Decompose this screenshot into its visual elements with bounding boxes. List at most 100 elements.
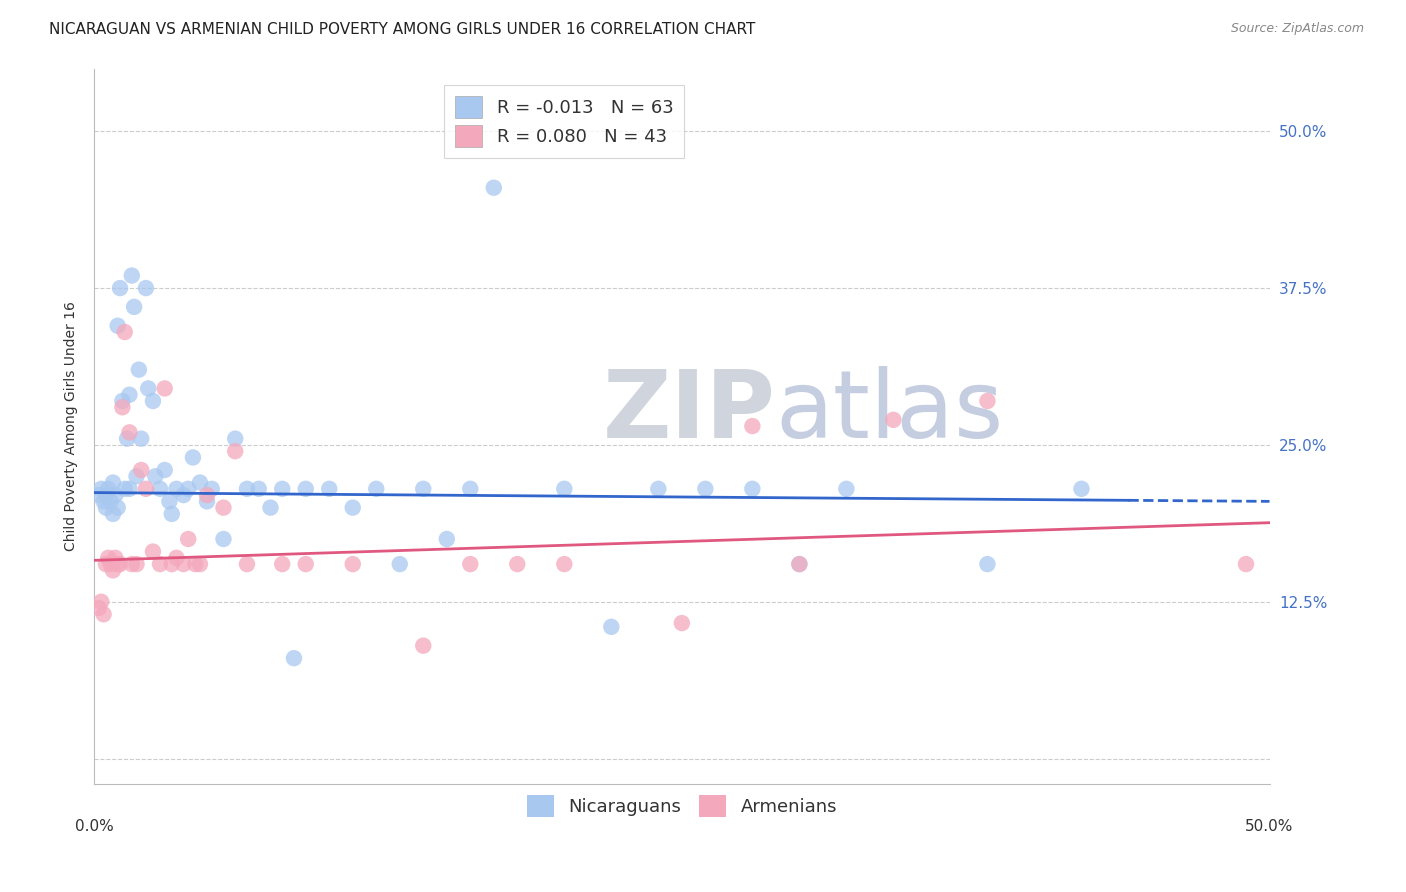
Point [835, 482, 858, 496]
Point [90, 595, 112, 609]
Point [111, 401, 134, 415]
Point [97, 550, 120, 565]
Point [236, 557, 259, 571]
Point [160, 557, 183, 571]
Text: Source: ZipAtlas.com: Source: ZipAtlas.com [1230, 22, 1364, 36]
Point [93, 494, 115, 508]
Text: 50.0%: 50.0% [1246, 819, 1294, 834]
Point [318, 482, 340, 496]
Point [1070, 482, 1092, 496]
Point [100, 494, 122, 508]
Point [412, 482, 434, 496]
Point [600, 620, 623, 634]
Point [259, 500, 281, 515]
Point [143, 469, 166, 483]
Point [121, 268, 143, 283]
Point [157, 494, 180, 508]
Point [107, 318, 129, 333]
Point [122, 300, 145, 314]
Point [173, 557, 195, 571]
Point [506, 557, 529, 571]
Point [94, 557, 117, 571]
Point [142, 394, 165, 409]
Point [94, 488, 117, 502]
Point [101, 563, 124, 577]
Point [271, 482, 294, 496]
Point [1234, 557, 1257, 571]
Point [647, 482, 669, 496]
Point [101, 507, 124, 521]
Point [212, 532, 235, 546]
Point [195, 494, 218, 508]
Point [789, 557, 811, 571]
Point [101, 475, 124, 490]
Point [153, 381, 176, 395]
Point [294, 482, 316, 496]
Point [118, 388, 141, 402]
Point [342, 500, 364, 515]
Point [108, 281, 131, 295]
Point [195, 488, 218, 502]
Point [118, 482, 141, 496]
Point [100, 557, 122, 571]
Point [142, 544, 165, 558]
Point [160, 507, 183, 521]
Point [181, 450, 204, 465]
Point [87, 601, 110, 615]
Point [153, 463, 176, 477]
Point [184, 557, 207, 571]
Point [553, 557, 575, 571]
Point [107, 500, 129, 515]
Point [149, 557, 172, 571]
Point [436, 532, 458, 546]
Point [135, 281, 157, 295]
Point [247, 482, 270, 496]
Point [201, 482, 224, 496]
Text: atlas: atlas [776, 366, 1004, 458]
Point [104, 488, 127, 502]
Point [125, 469, 148, 483]
Point [115, 432, 138, 446]
Point [128, 362, 150, 376]
Point [111, 394, 134, 409]
Point [188, 475, 211, 490]
Point [87, 488, 110, 502]
Point [741, 482, 763, 496]
Point [177, 532, 200, 546]
Point [108, 557, 131, 571]
Text: ZIP: ZIP [603, 366, 776, 458]
Point [224, 444, 246, 458]
Point [90, 482, 112, 496]
Text: 0.0%: 0.0% [75, 819, 114, 834]
Point [166, 482, 188, 496]
Point [177, 482, 200, 496]
Point [741, 419, 763, 434]
Point [149, 482, 172, 496]
Point [271, 557, 294, 571]
Point [121, 557, 143, 571]
Point [283, 651, 305, 665]
Point [458, 482, 481, 496]
Point [412, 639, 434, 653]
Point [188, 557, 211, 571]
Point [224, 432, 246, 446]
Point [136, 381, 159, 395]
Point [173, 488, 195, 502]
Point [97, 482, 120, 496]
Point [976, 557, 998, 571]
Point [553, 482, 575, 496]
Point [236, 482, 259, 496]
Point [104, 550, 127, 565]
Point [482, 180, 505, 194]
Point [166, 550, 188, 565]
Point [882, 413, 904, 427]
Point [118, 425, 141, 440]
Y-axis label: Child Poverty Among Girls Under 16: Child Poverty Among Girls Under 16 [65, 301, 79, 551]
Point [94, 500, 117, 515]
Point [93, 607, 115, 622]
Point [114, 482, 136, 496]
Text: NICARAGUAN VS ARMENIAN CHILD POVERTY AMONG GIRLS UNDER 16 CORRELATION CHART: NICARAGUAN VS ARMENIAN CHILD POVERTY AMO… [49, 22, 755, 37]
Point [388, 557, 411, 571]
Point [976, 394, 998, 409]
Point [366, 482, 388, 496]
